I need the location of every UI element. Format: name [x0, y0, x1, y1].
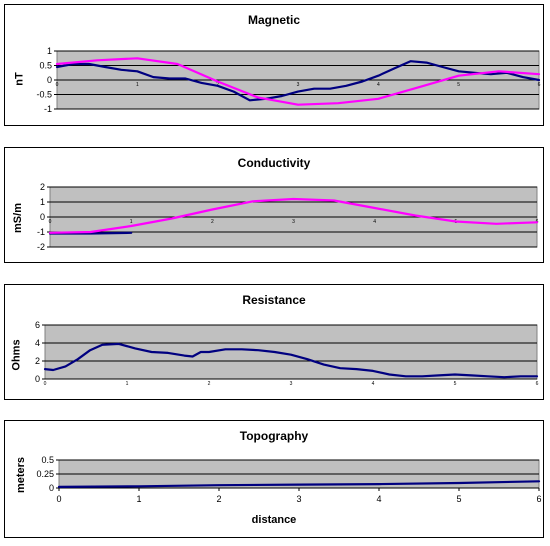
x-tick-label: 4: [377, 82, 380, 88]
chart-plot-magnetic: -1-0.500.510 1 2 3 4 5 6: [36, 46, 541, 114]
x-tick-label: 2: [211, 219, 214, 225]
y-tick-label: -2: [37, 242, 45, 252]
x-tick-label: 1: [136, 494, 141, 504]
y-tick-label: 0.5: [41, 455, 54, 465]
x-tick-label: 3: [297, 82, 300, 88]
y-tick-label: 4: [35, 338, 40, 348]
x-tick-label: 4: [372, 381, 375, 387]
plot-area: [44, 324, 538, 380]
x-tick-label: 5: [454, 381, 457, 387]
y-tick-label: 0: [47, 75, 52, 85]
chart-panel-magnetic: Magnetic nT -1 -0.5 0 0.5 1 0 1 2 3 4 5 6: [4, 4, 544, 126]
x-tick-label: 5: [457, 82, 460, 88]
x-tick-label: 6: [538, 82, 541, 88]
y-tick-label: 1: [47, 46, 52, 56]
chart-panel-conductivity: Conductivity mS/m -2 -1 0 1 2 0 1 2 3 4 5 6: [4, 147, 544, 263]
y-tick-label: 2: [35, 356, 40, 366]
y-tick-label: 6: [35, 320, 40, 330]
x-tick-label: 1: [126, 381, 129, 387]
series-line-0: [57, 480, 541, 489]
series-line-1: [55, 57, 541, 106]
chart-title: Topography: [239, 429, 309, 443]
x-tick-label: 0: [49, 219, 52, 225]
x-tick-label: 0: [56, 82, 59, 88]
x-tick-label: 1: [130, 219, 133, 225]
x-tick-label: 4: [373, 219, 376, 225]
x-axis-label: distance: [251, 514, 297, 526]
x-tick-label: 0: [44, 381, 47, 387]
x-tick-label: 4: [376, 494, 381, 504]
y-tick-label: -0.5: [36, 90, 52, 100]
x-tick-label: 0: [56, 494, 61, 504]
x-tick-label: 6: [536, 381, 539, 387]
y-tick-label: 2: [40, 182, 45, 192]
y-tick-label: 1: [40, 197, 45, 207]
y-tick-label: 0: [35, 374, 40, 384]
chart-plot-resistance: 0 2 4 6 0 1 2 3 4 5 6: [35, 320, 539, 387]
x-tick-label: 6: [536, 494, 541, 504]
y-tick-label: 0.5: [39, 61, 52, 71]
x-tick-label: 2: [208, 381, 211, 387]
chart-plot-topography: 0 0.25 0.5 0 1 2 3 4 5 6: [36, 455, 541, 504]
series-line-0: [43, 342, 539, 379]
y-tick-label: 0.25: [36, 469, 54, 479]
chart-title: Resistance: [242, 293, 306, 307]
y-tick-label: -1: [37, 227, 45, 237]
x-tick-label: 5: [456, 494, 461, 504]
series-line-0: [55, 60, 541, 102]
x-tick-label: 3: [290, 381, 293, 387]
chart-panel-topography: Topography meters 0 0.25 0.5 0 1 2 3 4 5 6 distan…: [4, 420, 544, 538]
chart-title: Conductivity: [237, 156, 311, 170]
series-line-1: [48, 197, 539, 234]
x-tick-label: 3: [292, 219, 295, 225]
chart-title: Magnetic: [247, 13, 300, 27]
y-tick-label: -1: [44, 104, 52, 114]
y-tick-label: 0: [49, 483, 54, 493]
x-tick-label: 2: [216, 494, 221, 504]
y-tick-label: 0: [40, 212, 45, 222]
x-tick-label: 3: [296, 494, 301, 504]
x-tick-label: 1: [136, 82, 139, 88]
